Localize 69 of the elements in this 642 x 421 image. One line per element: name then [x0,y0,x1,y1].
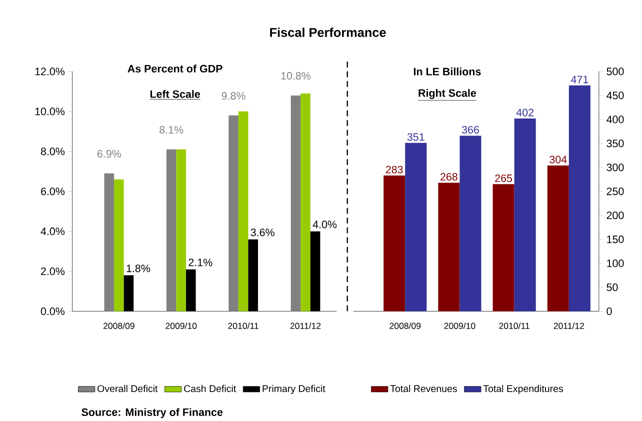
y-tick-label: 4.0% [40,228,65,236]
y-tick-label: 6.0% [41,188,65,196]
y-tick-label: 2.0% [41,268,65,276]
bar [166,149,176,312]
y-tick-label: 0.0% [40,308,65,316]
data-label: 3.6% [250,228,274,236]
annotation: As Percent of GDP [128,64,222,72]
bar [290,95,301,312]
bar [514,118,536,312]
y2-tick-label: 300 [606,164,624,172]
legend-label: Cash Deficit [184,384,236,392]
source-note: Source: Ministry of Finance [82,408,223,418]
bar [405,142,427,312]
data-label: 366 [462,126,479,134]
data-label: 471 [570,76,588,84]
y2-tick-label: 450 [606,92,624,100]
data-label: 9.8% [222,92,246,100]
y2-tick-label: 250 [606,188,624,196]
data-label: 268 [440,173,458,181]
data-label: 8.1% [160,126,184,134]
bar [238,111,248,312]
x-tick-label: 2008/09 [390,322,421,330]
data-label: 10.8% [281,72,311,80]
annotation: Left Scale [150,90,200,98]
data-label: 4.0% [312,220,337,228]
y2-tick-label: 50 [606,284,618,292]
data-label: 2.1% [188,258,212,266]
data-label: 351 [407,133,424,141]
x-tick-label: 2011/12 [290,322,321,330]
x-tick-label: 2009/10 [166,322,197,330]
bar [228,115,238,312]
x-tick-label: 2011/12 [554,322,584,330]
bar [300,93,310,312]
data-label: 6.9% [97,150,121,158]
x-tick-label: 2009/10 [444,322,476,330]
y2-tick-label: 0 [606,308,612,316]
bar [568,85,590,312]
legend-label: Overall Deficit [98,384,158,392]
x-tick-label: 2010/11 [228,322,258,330]
legend-label: Total Revenues [390,384,457,392]
y2-tick-label: 500 [606,68,624,76]
bar [104,173,114,312]
bar [176,149,186,312]
y-tick-label: 10.0% [35,108,65,116]
x-tick-label: 2008/09 [104,322,134,330]
y-tick-label: 8.0% [40,148,65,156]
data-label: 304 [550,156,567,164]
legend-label: Total Expenditures [483,384,563,394]
y-tick-label: 12.0% [35,68,65,76]
bar [547,166,569,312]
data-label: 1.8% [126,264,150,272]
bar [114,179,124,312]
bar [460,136,482,312]
y2-tick-label: 150 [607,236,624,244]
x-tick-label: 2010/11 [499,322,530,330]
y2-tick-label: 400 [606,116,624,124]
y2-tick-label: 100 [607,260,624,268]
data-label: 283 [386,166,403,174]
legend-label: Primary Deficit [262,384,326,394]
bar [384,176,406,312]
data-label: 402 [516,108,534,116]
bar [492,184,514,312]
annotation: Right Scale [418,88,476,100]
bar [438,182,460,312]
y2-tick-label: 200 [606,212,624,220]
data-label: 265 [495,174,512,182]
y2-tick-label: 350 [606,140,624,148]
chart-title: Fiscal Performance [270,28,386,37]
annotation: In LE Billions [414,68,481,76]
